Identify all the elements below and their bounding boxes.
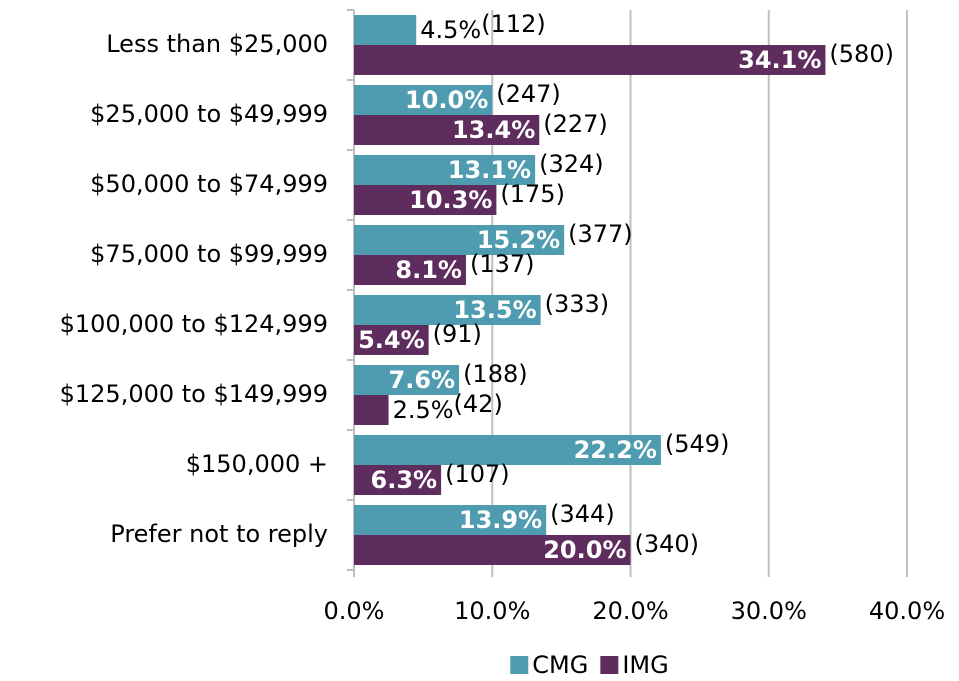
legend-label: CMG: [532, 651, 588, 679]
bar: [354, 255, 466, 285]
bar: [354, 85, 493, 115]
value-label: 10.0%: [405, 86, 488, 114]
legend-swatch: [510, 656, 529, 674]
value-label: 20.0%: [543, 536, 626, 564]
count-label: (549): [665, 430, 730, 458]
category-label: $75,000 to $99,999: [90, 240, 328, 268]
count-label: (42): [454, 390, 503, 418]
bar: [354, 15, 417, 45]
value-label: 34.1%: [738, 46, 821, 74]
count-label: (112): [481, 10, 546, 38]
value-label: 8.1%: [395, 256, 462, 284]
count-label: (333): [545, 290, 610, 318]
bar: [354, 185, 497, 215]
value-label: 2.5%: [393, 396, 454, 424]
bar: [354, 505, 547, 535]
value-label: 13.1%: [448, 156, 531, 184]
count-label: (188): [463, 360, 528, 388]
count-label: (107): [445, 460, 510, 488]
category-label: $150,000 +: [186, 450, 328, 478]
category-label: $100,000 to $124,999: [60, 310, 328, 338]
count-label: (175): [500, 180, 565, 208]
bar: [354, 115, 540, 145]
value-label: 13.5%: [453, 296, 536, 324]
category-label: $125,000 to $149,999: [60, 380, 328, 408]
bar: [354, 155, 536, 185]
value-label: 22.2%: [574, 436, 657, 464]
value-label: 5.4%: [358, 326, 425, 354]
count-label: (324): [539, 150, 604, 178]
x-tick-label: 10.0%: [454, 597, 530, 625]
value-label: 10.3%: [409, 186, 492, 214]
count-label: (340): [635, 530, 700, 558]
bar: [354, 365, 460, 395]
count-label: (580): [829, 40, 894, 68]
value-label: 6.3%: [371, 466, 438, 494]
value-label: 7.6%: [389, 366, 456, 394]
value-label: 13.4%: [452, 116, 535, 144]
bar: [354, 535, 631, 565]
category-label: Less than $25,000: [106, 30, 328, 58]
legend-swatch: [600, 656, 619, 674]
legend-label: IMG: [622, 651, 668, 679]
count-label: (247): [496, 80, 561, 108]
category-label: $25,000 to $49,999: [90, 100, 328, 128]
bar: [354, 435, 661, 465]
x-tick-label: 30.0%: [731, 597, 807, 625]
value-label: 4.5%: [420, 16, 481, 44]
x-tick-label: 0.0%: [324, 597, 385, 625]
count-label: (91): [433, 320, 482, 348]
bar: [354, 465, 442, 495]
count-label: (227): [543, 110, 608, 138]
bar: [354, 325, 429, 355]
count-label: (377): [568, 220, 633, 248]
value-label: 15.2%: [477, 226, 560, 254]
count-label: (344): [550, 500, 615, 528]
category-label: Prefer not to reply: [110, 520, 328, 548]
bar: [354, 295, 541, 325]
bar: [354, 45, 826, 75]
count-label: (137): [470, 250, 535, 278]
bar: [354, 225, 565, 255]
category-label: $50,000 to $74,999: [90, 170, 328, 198]
x-tick-label: 40.0%: [869, 597, 945, 625]
bar: [354, 395, 389, 425]
value-label: 13.9%: [459, 506, 542, 534]
x-tick-label: 20.0%: [592, 597, 668, 625]
